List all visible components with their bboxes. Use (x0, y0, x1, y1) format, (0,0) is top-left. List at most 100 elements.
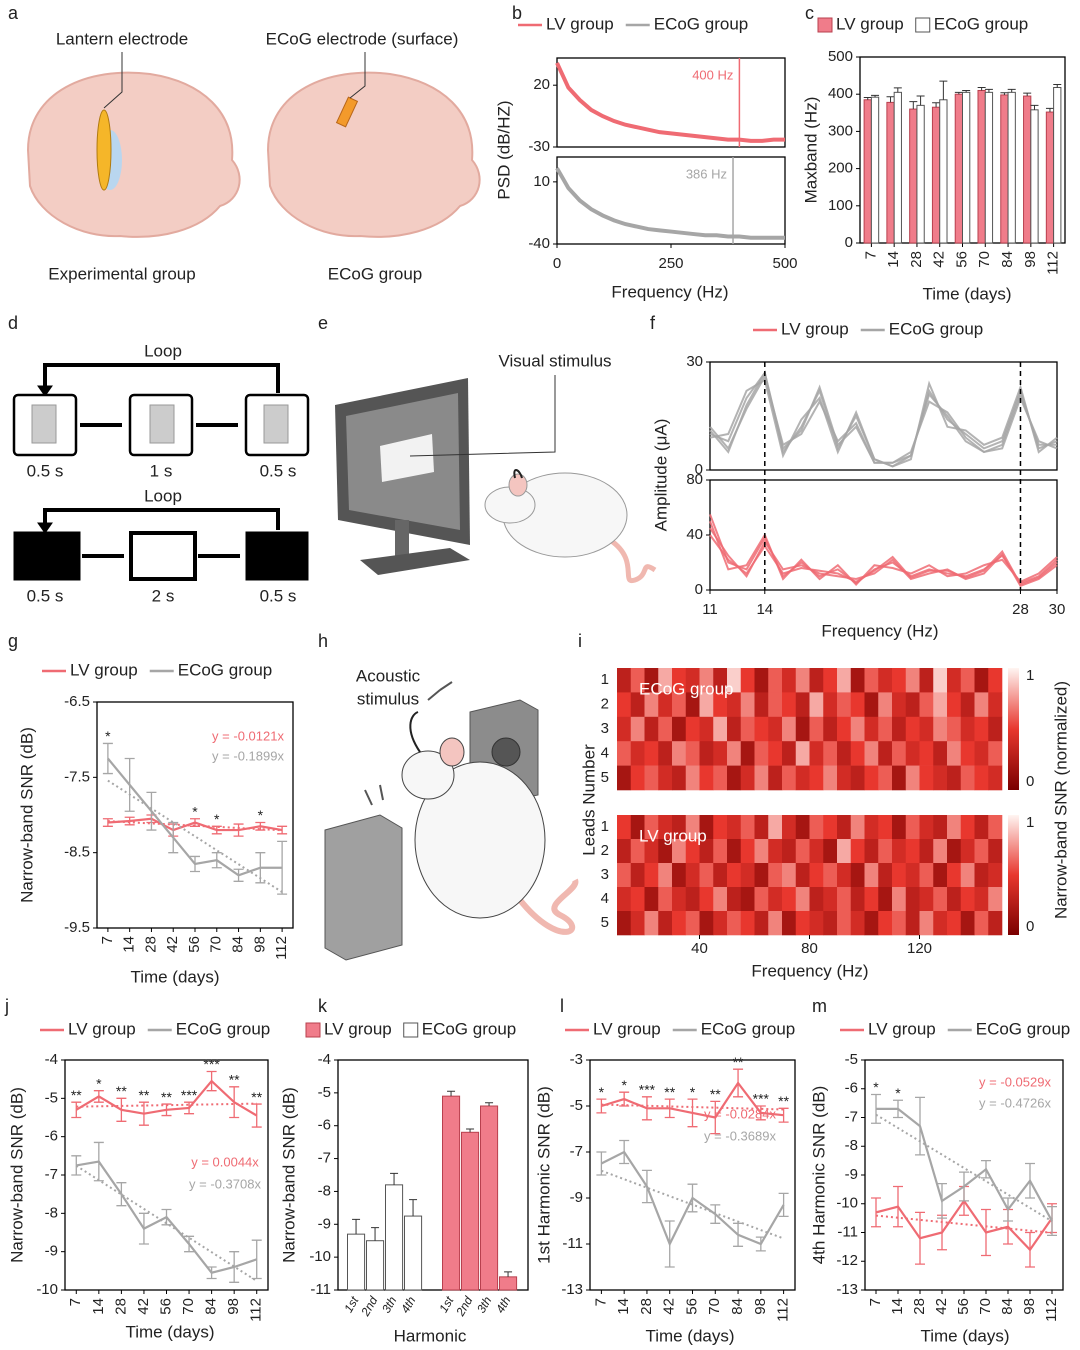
heat-cell (837, 863, 852, 888)
y-tick-label: -10 (36, 1281, 58, 1298)
heat-cell (988, 911, 1003, 936)
heat-cell (878, 741, 893, 766)
x-tick-label: 70 (706, 1298, 723, 1315)
heat-cell (685, 839, 700, 864)
heat-cell (658, 911, 673, 936)
significance: *** (181, 1087, 198, 1103)
group-label: ECoG group (639, 679, 734, 698)
bar (893, 91, 902, 244)
heat-cell (740, 911, 755, 936)
heat-cell (988, 863, 1003, 888)
panel-label: a (8, 3, 19, 23)
x-tick-label: 70 (208, 936, 225, 953)
arrow-head (37, 385, 53, 397)
heat-cell (658, 839, 673, 864)
y-tick-label: 5 (601, 769, 609, 786)
x-tick-label: 42 (661, 1298, 678, 1315)
y-tick-label: 10 (533, 173, 550, 190)
significance: ** (710, 1086, 721, 1102)
y-tick-label: 4 (601, 890, 609, 907)
heat-cell (658, 815, 673, 840)
heat-cell (713, 863, 728, 888)
heat-cell (960, 863, 975, 888)
heat-cell (974, 887, 989, 912)
x-tick-label: 2nd (358, 1294, 381, 1319)
x-axis-label: Time (days) (130, 967, 219, 986)
heat-cell (727, 911, 742, 936)
heat-cell (960, 839, 975, 864)
x-tick-label: 14 (889, 1298, 906, 1315)
significance: * (214, 811, 220, 827)
heat-cell (630, 863, 645, 888)
x-tick-label: 42 (135, 1298, 152, 1315)
y-tick-label: 100 (828, 197, 853, 214)
series-line (555, 62, 785, 143)
heat-cell (795, 863, 810, 888)
heat-cell (630, 839, 645, 864)
y-tick-label: -3 (570, 1051, 583, 1068)
x-tick-label: 112 (248, 1298, 265, 1322)
heat-cell (905, 839, 920, 864)
heat-cell (727, 863, 742, 888)
heat-cell (864, 887, 879, 912)
heat-cell (672, 692, 687, 718)
error-bar (1023, 92, 1032, 97)
error-bar (251, 1239, 262, 1280)
y-tick-label: -13 (836, 1281, 858, 1298)
heat-cell (823, 815, 838, 840)
label: 1 s (150, 461, 173, 480)
heat-cell (850, 692, 865, 718)
heat-cell (974, 668, 989, 693)
x-tick-label: 56 (186, 936, 203, 953)
heat-cell (919, 692, 934, 718)
x-axis-label: Frequency (Hz) (821, 621, 938, 640)
heat-cell (974, 839, 989, 864)
heat-cell (837, 911, 852, 936)
y-tick-label: -6 (845, 1080, 858, 1097)
heat-cell (644, 765, 659, 791)
error-bar (984, 88, 993, 93)
heat-cell (892, 765, 907, 791)
heat-cell (988, 839, 1003, 864)
heat-cell (933, 815, 948, 840)
heat-cell (768, 887, 783, 912)
heat-cell (672, 668, 687, 693)
heat-cell (754, 863, 769, 888)
significance: *** (203, 1056, 220, 1072)
x-tick-label: 84 (999, 1298, 1016, 1315)
panel-label: f (650, 313, 656, 333)
heat-cell (644, 716, 659, 742)
heat-cell (919, 668, 934, 693)
label: 0.5 s (27, 586, 64, 605)
bar (347, 1233, 366, 1291)
heat-cell (754, 692, 769, 718)
x-tick-label: 84 (203, 1298, 220, 1315)
heat-cell (727, 668, 742, 693)
panel-label: h (318, 631, 328, 651)
heat-cell (960, 668, 975, 693)
legend-label: LV group (781, 319, 849, 338)
legend-label: LV group (868, 1019, 936, 1038)
heat-cell (947, 815, 962, 840)
y-axis-label: Amplitude (μA) (651, 419, 670, 532)
y-tick-label: 5 (601, 914, 609, 931)
legend-label: ECoG group (176, 1019, 271, 1038)
lantern-electrode (96, 109, 112, 191)
label: 0.5 s (27, 461, 64, 480)
legend-label: ECoG group (701, 1019, 796, 1038)
marker-label: 386 Hz (686, 166, 727, 181)
y-tick-label: -9 (318, 1215, 331, 1232)
series-line (876, 1107, 1053, 1222)
heat-cell (727, 887, 742, 912)
heat-cell (795, 716, 810, 742)
heat-cell (740, 839, 755, 864)
y-tick-label: -4 (318, 1051, 331, 1068)
heat-cell (617, 863, 632, 888)
significance: ** (71, 1087, 82, 1103)
y-tick-label: 80 (686, 471, 703, 488)
heat-cell (919, 863, 934, 888)
heat-cell (658, 741, 673, 766)
speaker (324, 814, 403, 961)
trend-line (875, 1113, 1053, 1223)
heat-cell (740, 668, 755, 693)
